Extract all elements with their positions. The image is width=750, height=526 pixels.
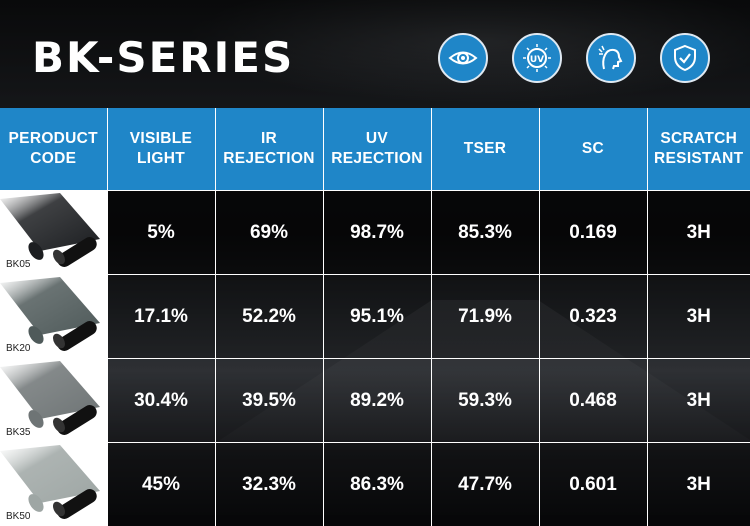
tser-cell: 85.3% — [431, 191, 539, 275]
product-cell: BK50 — [0, 443, 107, 526]
eye-icon — [438, 33, 488, 83]
uv-icon: UV — [512, 33, 562, 83]
header: BK-SERIES UV — [0, 0, 750, 108]
product-cell: BK35 — [0, 359, 107, 443]
uv-rejection-cell: 89.2% — [323, 359, 431, 443]
tser-cell: 47.7% — [431, 443, 539, 526]
tser-cell: 71.9% — [431, 275, 539, 359]
header-sc: SC — [539, 108, 647, 191]
product-code: BK35 — [6, 427, 30, 438]
product-cell: BK05 — [0, 191, 107, 275]
product-cell: BK20 — [0, 275, 107, 359]
sc-cell: 0.323 — [539, 275, 647, 359]
visible-light-cell: 45% — [107, 443, 215, 526]
visible-light-cell: 5% — [107, 191, 215, 275]
uv-rejection-cell: 86.3% — [323, 443, 431, 526]
visible-light-cell: 17.1% — [107, 275, 215, 359]
sc-cell: 0.601 — [539, 443, 647, 526]
scratch-resistant-cell: 3H — [647, 275, 750, 359]
heat-face-icon — [586, 33, 636, 83]
scratch-resistant-cell: 3H — [647, 191, 750, 275]
uv-rejection-cell: 95.1% — [323, 275, 431, 359]
product-code: BK20 — [6, 343, 30, 354]
svg-text:UV: UV — [530, 55, 544, 65]
visible-light-cell: 30.4% — [107, 359, 215, 443]
product-code: BK05 — [6, 259, 30, 270]
ir-rejection-cell: 32.3% — [215, 443, 323, 526]
ir-rejection-cell: 52.2% — [215, 275, 323, 359]
uv-rejection-cell: 98.7% — [323, 191, 431, 275]
scratch-resistant-cell: 3H — [647, 359, 750, 443]
product-code: BK50 — [6, 511, 30, 522]
shield-check-icon — [660, 33, 710, 83]
scratch-resistant-cell: 3H — [647, 443, 750, 526]
ir-rejection-cell: 39.5% — [215, 359, 323, 443]
page-title: BK-SERIES — [32, 33, 294, 83]
ir-rejection-cell: 69% — [215, 191, 323, 275]
sc-cell: 0.468 — [539, 359, 647, 443]
feature-icons: UV — [438, 33, 710, 83]
tser-cell: 59.3% — [431, 359, 539, 443]
header-tser: TSER — [431, 108, 539, 191]
sc-cell: 0.169 — [539, 191, 647, 275]
